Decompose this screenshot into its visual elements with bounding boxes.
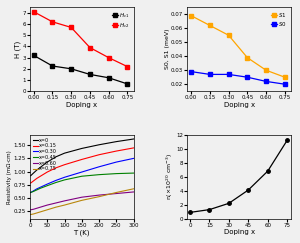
- Y-axis label: S0, S1 (meV): S0, S1 (meV): [165, 29, 170, 69]
- x=0.45: [29, 191, 32, 194]
- Legend: $H_{c1}$, $H_{c2}$: $H_{c1}$, $H_{c2}$: [110, 10, 131, 31]
- Legend: $S1$, $S0$: $S1$, $S0$: [270, 10, 288, 29]
- x=0.75: [80, 199, 84, 202]
- X-axis label: Doping x: Doping x: [66, 102, 97, 108]
- Y-axis label: n(×10$^{20}$ cm$^{-3}$): n(×10$^{20}$ cm$^{-3}$): [165, 153, 175, 200]
- x=0.30: [63, 176, 66, 179]
- X-axis label: Doping x: Doping x: [224, 102, 255, 108]
- x=0.60: [39, 206, 42, 209]
- x=0.75: [32, 213, 35, 216]
- x=0.60: [54, 201, 58, 204]
- x=0: [39, 166, 42, 169]
- x=0.30: [132, 157, 135, 160]
- x=0.60: [46, 204, 49, 207]
- x=0: [97, 143, 101, 146]
- x=0.75: [46, 208, 49, 211]
- X-axis label: T (K): T (K): [74, 229, 90, 236]
- x=0.15: [35, 177, 39, 180]
- x=0.30: [97, 165, 101, 168]
- x=0.30: [29, 191, 32, 194]
- x=0.15: [97, 153, 101, 156]
- x=0.15: [63, 163, 66, 166]
- x=0.15: [39, 175, 42, 178]
- Line: x=0: x=0: [31, 139, 134, 176]
- x=0.60: [35, 207, 39, 210]
- x=0.15: [32, 180, 35, 182]
- x=0.30: [46, 183, 49, 186]
- x=0.45: [35, 188, 39, 191]
- x=0.75: [39, 210, 42, 213]
- X-axis label: Doping x: Doping x: [224, 229, 255, 235]
- x=0.75: [115, 191, 118, 194]
- x=0.45: [115, 172, 118, 175]
- x=0.75: [29, 213, 32, 216]
- x=0.30: [80, 171, 84, 174]
- x=0.30: [35, 187, 39, 190]
- x=0.30: [39, 186, 42, 189]
- x=0.75: [35, 211, 39, 214]
- x=0.30: [54, 179, 58, 182]
- x=0.45: [80, 175, 84, 178]
- x=0.60: [132, 191, 135, 193]
- Legend: x=0, x=0.15, x=0.30, x=0.45, x=0.60, x=0.75: x=0, x=0.15, x=0.30, x=0.45, x=0.60, x=0…: [32, 137, 57, 172]
- x=0.45: [97, 173, 101, 176]
- Line: x=0.30: x=0.30: [31, 158, 134, 192]
- x=0.60: [29, 208, 32, 211]
- x=0.60: [80, 196, 84, 199]
- x=0: [115, 140, 118, 143]
- x=0.45: [32, 190, 35, 193]
- x=0: [80, 147, 84, 150]
- x=0.15: [132, 147, 135, 149]
- x=0.15: [54, 166, 58, 169]
- Line: x=0.15: x=0.15: [31, 148, 134, 183]
- x=0.15: [80, 158, 84, 161]
- x=0: [35, 168, 39, 171]
- Line: x=0.60: x=0.60: [31, 192, 134, 210]
- x=0.75: [63, 204, 66, 207]
- x=0.30: [32, 190, 35, 192]
- x=0.45: [63, 178, 66, 181]
- x=0: [132, 138, 135, 140]
- x=0.45: [132, 172, 135, 174]
- Y-axis label: H (T): H (T): [14, 41, 21, 58]
- x=0: [54, 155, 58, 158]
- Y-axis label: Resistivity (mΩ·cm): Resistivity (mΩ·cm): [7, 150, 12, 204]
- x=0.15: [115, 150, 118, 153]
- x=0.45: [54, 181, 58, 184]
- x=0.45: [39, 187, 42, 190]
- x=0.60: [63, 200, 66, 202]
- x=0.75: [132, 187, 135, 190]
- x=0: [63, 152, 66, 155]
- x=0: [29, 174, 32, 177]
- x=0.75: [54, 206, 58, 209]
- x=0.30: [115, 161, 118, 164]
- x=0.45: [46, 184, 49, 187]
- x=0.75: [97, 195, 101, 198]
- x=0.15: [29, 182, 32, 184]
- x=0.60: [32, 208, 35, 211]
- x=0: [46, 161, 49, 164]
- x=0.60: [97, 194, 101, 197]
- x=0.60: [115, 192, 118, 195]
- Line: x=0.45: x=0.45: [31, 173, 134, 192]
- Line: x=0.75: x=0.75: [31, 189, 134, 215]
- x=0.15: [46, 171, 49, 174]
- x=0: [32, 172, 35, 174]
